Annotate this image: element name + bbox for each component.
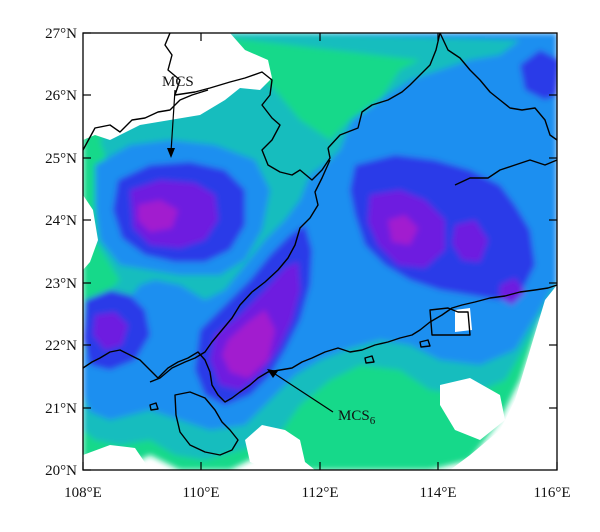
province-boundary-center [327, 33, 441, 149]
lat-label: 22°N [45, 338, 77, 354]
rainfall-field [83, 33, 557, 470]
province-boundary-guangxi-hunan [83, 89, 209, 151]
lat-label: 25°N [45, 151, 77, 167]
axis-ticks [82, 32, 558, 471]
lat-label: 23°N [45, 276, 77, 292]
mcs-upper-arrow-line [170, 89, 176, 153]
mcs6-arrowhead [267, 369, 278, 378]
lon-label: 108°E [64, 485, 102, 501]
mcs6-arrow-line [271, 371, 334, 413]
lon-label: 110°E [182, 485, 219, 501]
lat-label: 26°N [45, 88, 77, 104]
mcs6-label: MCS6 [338, 408, 376, 427]
lon-label: 114°E [419, 485, 456, 501]
island-outline [429, 307, 471, 336]
no-rain-area-south-east [450, 285, 557, 470]
no-rain-area-east-coast [440, 378, 505, 440]
rain-contour-level-6 [138, 200, 418, 378]
mcs6-label-subscript: 6 [370, 415, 376, 427]
province-boundary-guangdong-guangxi [149, 159, 331, 383]
mcs-upper-label: MCS [162, 74, 194, 90]
no-rain-area-south-west [83, 445, 150, 470]
small-island-1 [364, 355, 375, 364]
lat-label: 24°N [45, 213, 77, 229]
hainan-coast [174, 391, 239, 456]
rain-contour-level-5 [93, 180, 525, 390]
no-rain-area-south-central [245, 425, 315, 470]
coastline [83, 284, 557, 403]
lat-label: 27°N [45, 26, 77, 42]
province-boundary-north [164, 33, 331, 181]
mcs6-label-text: MCS [338, 408, 370, 424]
small-island-3 [149, 402, 159, 411]
no-rain-area-west-edge [83, 195, 98, 270]
annotations: MCS MCS6 [162, 74, 376, 427]
lat-label: 21°N [45, 401, 77, 417]
boundaries [83, 33, 557, 456]
small-island-2 [419, 339, 431, 348]
lat-label: 20°N [45, 463, 77, 479]
province-boundary-east [439, 33, 557, 141]
latitude-labels: 27°N 26°N 25°N 24°N 23°N 22°N 21°N 20°N [45, 26, 77, 479]
longitude-labels: 108°E 110°E 112°E 114°E 116°E [64, 485, 570, 501]
province-boundary-fujian [454, 159, 557, 186]
lon-label: 116°E [533, 485, 570, 501]
mcs-upper-arrowhead [167, 148, 175, 158]
lon-label: 112°E [301, 485, 338, 501]
